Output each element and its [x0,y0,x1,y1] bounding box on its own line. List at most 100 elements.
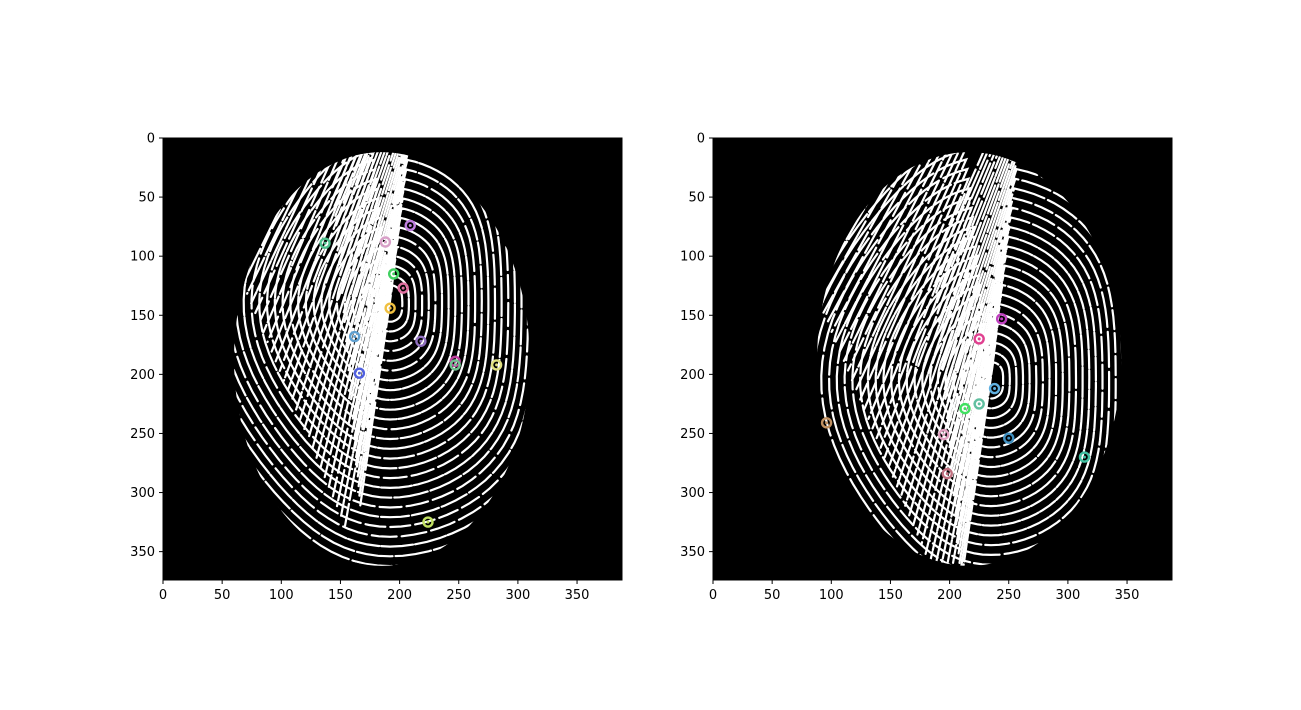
ridge-line [258,152,503,470]
ridge-line [905,273,1064,517]
right-fingerprint-panel: 0 50 100 150 200 250 300 350 0 50 100 150 200 250 300 3… [680,132,1173,603]
keypoint-marker [937,428,950,441]
y-tick-label: 300 [680,486,705,501]
keypoint-marker [397,282,409,294]
keypoint-center [419,339,423,343]
x-tick-label: 50 [764,588,781,603]
ridge-line [323,235,437,479]
keypoint-marker [415,335,427,347]
y-tick-label: 200 [680,368,705,383]
ridge-line [874,235,1091,527]
ridge-line [866,225,1097,537]
keypoint-center [357,371,361,375]
keypoint-center [353,335,357,339]
keypoint-marker [387,268,400,280]
ridge-line [233,152,530,548]
image-area [163,138,622,580]
keypoint-marker [449,359,461,371]
ridge-line [304,196,463,440]
x-tick-label: 50 [214,588,231,603]
ridge-line [851,206,1111,557]
keypoint-center [392,272,396,276]
keypoint-marker [379,236,392,248]
x-tick-label: 200 [937,588,962,603]
keypoint-center [323,241,327,245]
ridge-line [233,152,530,558]
y-tick-label: 350 [130,545,155,560]
ridge-line [319,225,444,469]
keypoint-center [1007,436,1011,440]
y-tick-label: 250 [130,427,155,442]
ridge-line [859,215,1104,547]
keypoint-marker [319,237,331,249]
y-tick-label: 250 [680,427,705,442]
keypoint-marker [973,333,985,345]
keypoint-center [383,240,387,244]
y-tick-label: 100 [680,250,705,265]
ridge-line [297,187,470,430]
keypoint-marker [820,417,833,429]
x-tick-label: 100 [269,588,294,603]
keypoint-marker [941,467,953,480]
keypoint-marker [959,402,971,415]
x-tick-label: 300 [1055,588,1080,603]
keypoint-marker [1078,451,1091,463]
ridge-line [920,302,1044,546]
x-tick-label: 150 [328,588,353,603]
keypoint-marker [348,330,361,343]
x-tick-label: 0 [159,588,167,603]
ridge-line [882,244,1084,517]
ridge-line [273,158,490,450]
x-tick-label: 0 [709,588,717,603]
ridge-line [281,167,483,441]
keypoint-center [963,407,967,411]
x-tick-label: 250 [446,588,471,603]
ridge-line [311,206,457,450]
axes-frame [162,137,623,581]
keypoint-marker [404,219,416,232]
keypoint-center [945,472,949,476]
keypoint-center [942,433,946,437]
x-tick-label: 200 [387,588,412,603]
keypoint-marker [384,302,396,314]
y-tick-label: 0 [147,132,155,147]
ridge-line [940,351,1011,566]
keypoint-marker [995,313,1008,325]
y-tick-label: 350 [680,545,705,560]
x-tick-label: 350 [1115,588,1140,603]
keypoint-center [401,286,405,290]
x-tick-label: 150 [878,588,903,603]
keypoint-marker [988,382,1001,395]
keypoint-center [495,363,499,367]
keypoint-center [408,223,412,227]
axes-frame [712,137,1173,581]
keypoint-center [388,306,392,310]
ridge-line [890,254,1078,508]
keypoint-center [1082,455,1086,459]
ridge-line [265,152,497,460]
ridge-line [340,274,410,517]
y-tick-label: 50 [688,191,705,206]
keypoint-marker [422,516,434,528]
x-tick-label: 300 [505,588,530,603]
y-tick-label: 0 [697,132,705,147]
keypoint-marker [1003,432,1015,444]
y-tick-label: 300 [130,486,155,501]
ridge-line [912,283,1058,527]
keypoint-marker [973,398,985,410]
keypoint-center [825,421,829,425]
y-tick-label: 150 [680,309,705,324]
keypoint-marker [490,359,503,371]
keypoint-center [1000,317,1004,321]
x-tick-label: 350 [565,588,590,603]
keypoint-center [977,402,981,406]
keypoint-marker [353,367,366,379]
keypoint-center [453,363,457,367]
left-fingerprint-panel: 0 50 100 150 200 250 300 350 0 50 100 150 200 250 300 3… [130,132,623,603]
y-tick-label: 50 [138,191,155,206]
keypoint-center [977,337,981,341]
y-tick-label: 200 [130,368,155,383]
keypoint-center [426,520,430,524]
ridge-line [897,264,1071,507]
